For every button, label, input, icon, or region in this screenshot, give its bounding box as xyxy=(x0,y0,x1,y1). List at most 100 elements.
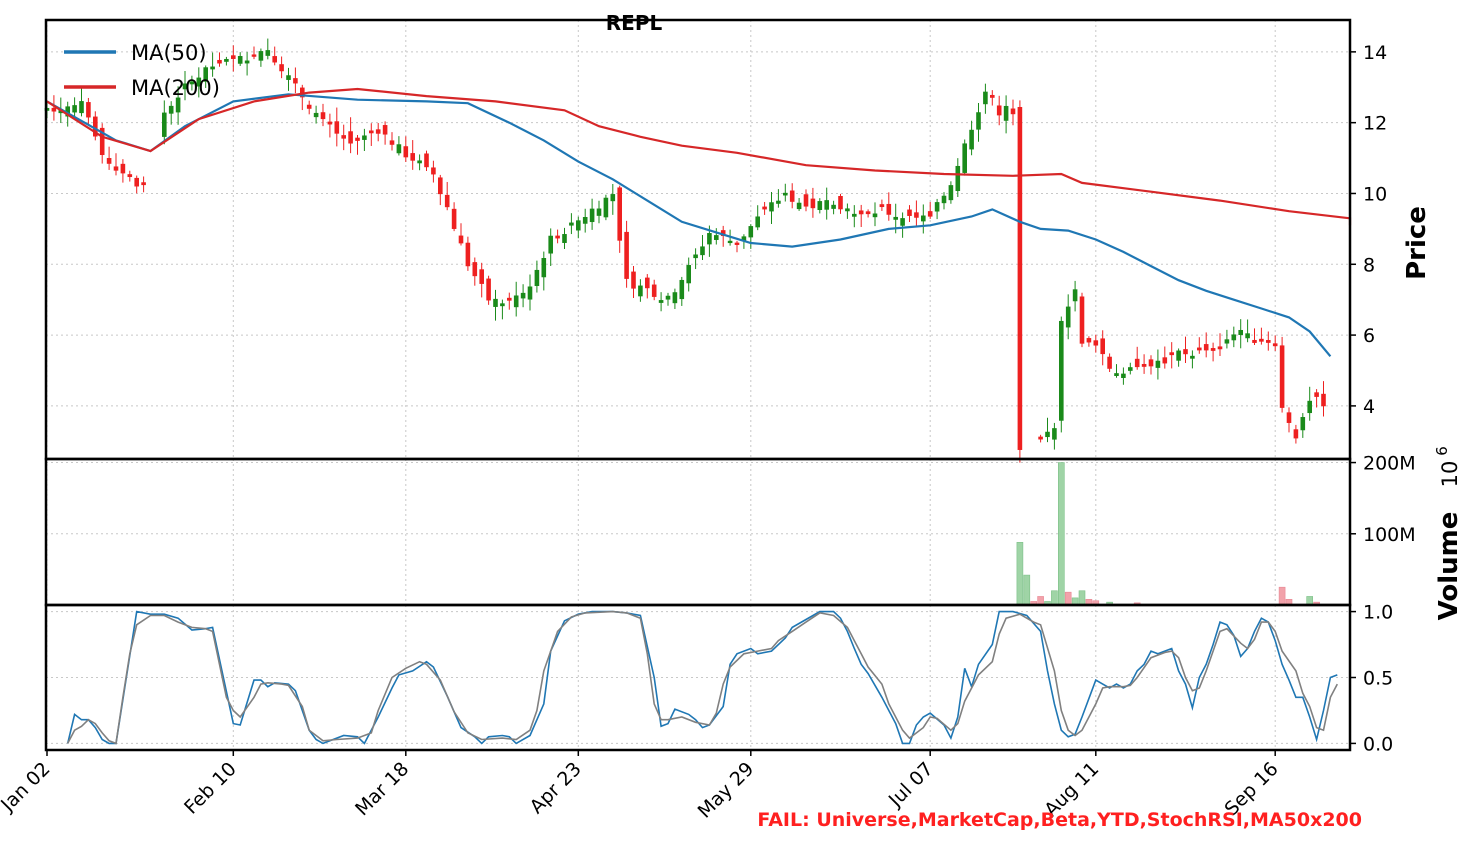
candle-13 xyxy=(134,175,139,194)
candle-134 xyxy=(969,120,974,156)
candle-body-134 xyxy=(969,129,974,150)
candle-137 xyxy=(990,90,995,106)
candle-body-29 xyxy=(244,60,250,64)
price-tick-label-3: 10 xyxy=(1363,183,1387,205)
candle-174 xyxy=(1245,319,1250,343)
candle-171 xyxy=(1224,329,1230,349)
candle-40 xyxy=(320,103,326,127)
volume-exponent-base: 10 xyxy=(1438,461,1462,488)
candle-77 xyxy=(576,216,581,239)
candle-31 xyxy=(258,48,264,67)
candle-32 xyxy=(265,38,271,60)
candle-body-161 xyxy=(1155,360,1161,368)
candle-body-25 xyxy=(217,59,222,64)
candle-178 xyxy=(1272,335,1278,351)
candle-body-34 xyxy=(279,64,284,72)
candle-body-96 xyxy=(707,233,712,245)
candle-100 xyxy=(734,240,740,253)
candle-94 xyxy=(693,248,698,270)
candle-75 xyxy=(562,227,567,250)
candle-52 xyxy=(403,136,409,162)
candle-body-111 xyxy=(810,198,816,209)
candle-body-174 xyxy=(1245,333,1250,339)
candle-66 xyxy=(500,299,505,320)
candle-185 xyxy=(1321,381,1326,417)
candle-body-70 xyxy=(527,286,533,300)
candle-112 xyxy=(817,198,823,214)
volume-bars xyxy=(1016,462,1320,606)
candle-170 xyxy=(1217,333,1223,357)
candle-body-26 xyxy=(224,58,229,62)
candle-26 xyxy=(224,56,229,66)
price-tick-label-4: 12 xyxy=(1363,113,1387,135)
candle-167 xyxy=(1197,337,1202,354)
candle-body-18 xyxy=(168,105,174,114)
candle-body-150 xyxy=(1079,296,1085,344)
x-tick-label-0: Jan 02 xyxy=(0,758,55,816)
volume-bar-14 xyxy=(1278,586,1286,606)
ma-line-0 xyxy=(46,93,1332,358)
candle-body-108 xyxy=(789,190,795,202)
candle-body-102 xyxy=(748,226,754,238)
candle-166 xyxy=(1190,350,1195,369)
candle-body-57 xyxy=(438,177,443,195)
candle-body-5 xyxy=(79,101,84,114)
candle-161 xyxy=(1155,349,1161,380)
candle-11 xyxy=(120,159,126,183)
candle-88 xyxy=(651,279,657,301)
price-tick-label-2: 8 xyxy=(1363,254,1375,276)
candle-151 xyxy=(1086,336,1092,347)
candle-132 xyxy=(955,158,961,198)
candle-body-8 xyxy=(99,127,105,156)
candle-body-140 xyxy=(1010,108,1016,115)
candle-body-135 xyxy=(976,112,981,130)
candle-30 xyxy=(251,46,257,60)
candle-39 xyxy=(313,105,319,124)
candle-5 xyxy=(79,87,84,117)
candle-25 xyxy=(217,52,222,67)
candle-62 xyxy=(472,257,478,286)
candle-body-27 xyxy=(231,55,236,59)
candle-136 xyxy=(983,83,988,114)
candle-body-88 xyxy=(651,284,657,297)
candle-124 xyxy=(900,212,905,238)
candle-118 xyxy=(858,204,864,227)
candle-19 xyxy=(175,86,181,125)
candle-121 xyxy=(879,199,885,211)
candle-163 xyxy=(1169,342,1174,369)
candle-body-77 xyxy=(576,220,581,231)
candle-body-23 xyxy=(203,67,208,82)
candle-body-112 xyxy=(817,201,823,211)
candle-33 xyxy=(272,46,277,66)
candle-body-56 xyxy=(431,167,436,175)
candle-body-138 xyxy=(996,105,1002,116)
candle-body-120 xyxy=(872,213,878,218)
price-tick-label-1: 6 xyxy=(1363,325,1375,347)
candle-body-81 xyxy=(603,197,609,218)
candle-109 xyxy=(796,198,802,211)
candle-body-177 xyxy=(1266,340,1271,343)
candle-169 xyxy=(1210,342,1216,362)
candle-body-116 xyxy=(845,208,850,212)
candle-146 xyxy=(1052,422,1057,450)
candle-35 xyxy=(286,67,291,91)
candle-51 xyxy=(396,136,402,156)
volume-tick-label-0: 100M xyxy=(1363,524,1416,546)
candle-body-22 xyxy=(196,77,202,87)
candle-body-79 xyxy=(589,208,595,223)
candle-body-175 xyxy=(1252,339,1257,343)
candle-147 xyxy=(1059,316,1064,433)
candle-177 xyxy=(1266,331,1271,351)
candle-115 xyxy=(838,193,843,214)
candle-body-40 xyxy=(320,112,326,120)
candle-body-19 xyxy=(175,97,181,113)
candle-87 xyxy=(645,274,650,299)
candle-body-107 xyxy=(783,192,788,196)
candle-body-75 xyxy=(562,234,567,243)
candle-body-152 xyxy=(1093,340,1099,346)
price-axis-label: Price xyxy=(1402,206,1432,280)
candle-body-45 xyxy=(355,137,360,141)
candle-body-73 xyxy=(548,235,553,254)
candle-95 xyxy=(700,234,705,261)
